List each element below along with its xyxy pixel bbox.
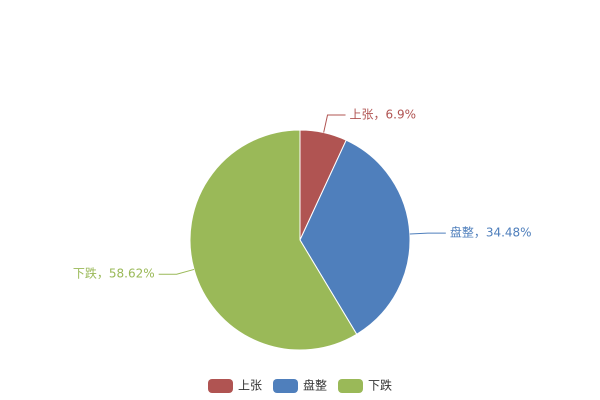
label-line: [409, 232, 446, 235]
legend-label: 上张: [238, 379, 262, 393]
data-label: 下跌，58.62%: [73, 266, 155, 281]
label-line: [323, 114, 346, 133]
legend-label: 下跌: [368, 378, 392, 393]
data-label: 盘整，34.48%: [450, 225, 532, 240]
legend-swatch: [208, 379, 233, 393]
data-label: 上张，6.9%: [350, 107, 417, 121]
label-line: [158, 268, 195, 275]
legend-swatch: [273, 379, 298, 393]
pie-slice: [189, 129, 358, 351]
legend-swatch: [338, 379, 363, 393]
legend-label: 盘整: [303, 378, 327, 393]
pie-slice: [299, 139, 411, 335]
